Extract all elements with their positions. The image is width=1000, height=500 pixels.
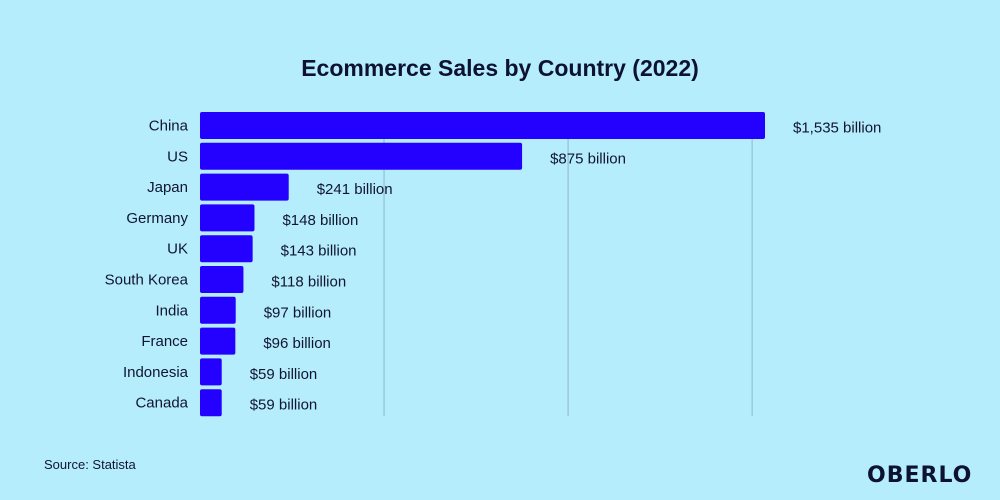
bar bbox=[200, 204, 255, 232]
data-label: $96 billion bbox=[263, 335, 331, 352]
category-label: France bbox=[141, 333, 188, 350]
bar bbox=[200, 327, 236, 355]
data-label: $97 billion bbox=[264, 304, 332, 321]
data-label: $59 billion bbox=[250, 366, 318, 383]
data-label: $1,535 billion bbox=[793, 120, 881, 137]
bar bbox=[200, 142, 523, 170]
data-label: $143 billion bbox=[281, 243, 357, 260]
oberlo-logo: OBERLO bbox=[867, 463, 973, 488]
bar bbox=[200, 296, 236, 324]
category-label: UK bbox=[167, 241, 188, 258]
bar bbox=[200, 389, 222, 417]
category-label: India bbox=[155, 302, 188, 319]
data-label: $875 billion bbox=[550, 150, 626, 167]
category-label: Canada bbox=[135, 395, 188, 412]
bar bbox=[200, 266, 244, 293]
category-label: Indonesia bbox=[123, 364, 189, 381]
category-label: Germany bbox=[126, 210, 188, 227]
category-label: Japan bbox=[147, 179, 188, 196]
data-label: $118 billion bbox=[271, 274, 346, 291]
category-label: South Korea bbox=[105, 272, 189, 289]
data-label: $59 billion bbox=[250, 397, 318, 414]
chart-title: Ecommerce Sales by Country (2022) bbox=[301, 55, 699, 81]
bar bbox=[200, 173, 289, 201]
data-label: $241 billion bbox=[317, 181, 393, 198]
data-label: $148 billion bbox=[282, 212, 358, 229]
source-note: Source: Statista bbox=[44, 457, 136, 472]
category-label: US bbox=[167, 148, 188, 165]
bar-chart: China $1,535 billion US $875 billion Japan $2… bbox=[105, 112, 881, 417]
category-label: China bbox=[149, 118, 189, 135]
bar bbox=[200, 358, 222, 386]
bar bbox=[200, 235, 253, 263]
bar bbox=[200, 112, 765, 139]
